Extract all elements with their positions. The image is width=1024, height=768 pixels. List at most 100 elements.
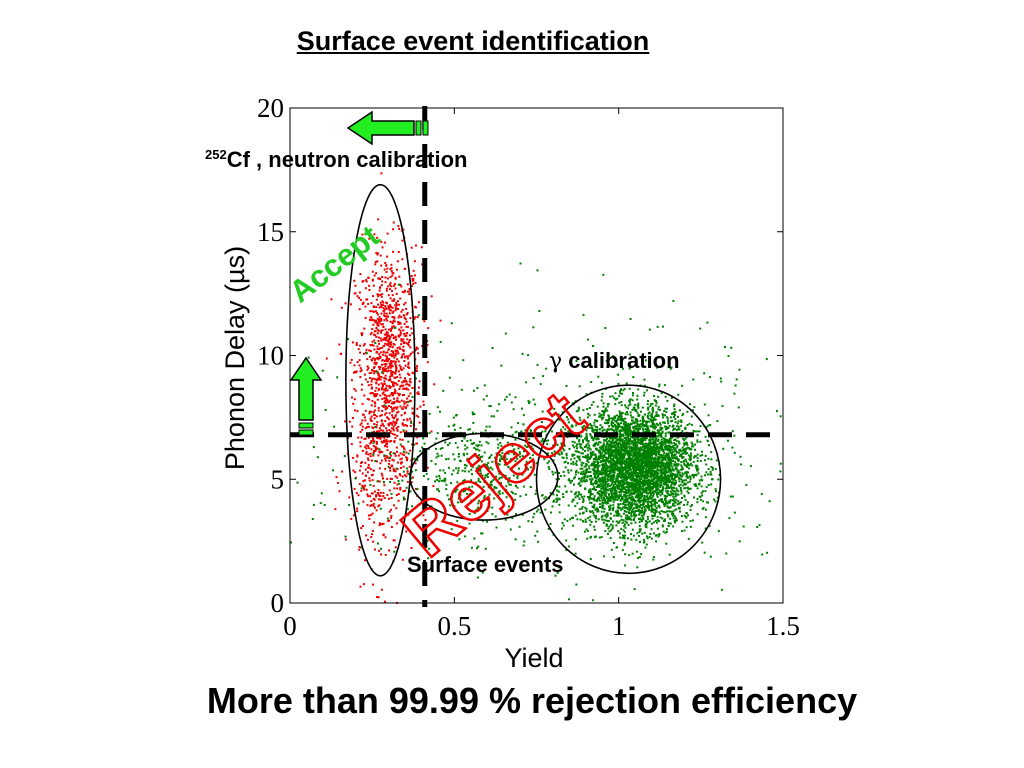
data-point <box>410 481 413 484</box>
data-point <box>390 263 393 266</box>
data-point <box>613 514 616 517</box>
data-point <box>358 546 361 548</box>
data-point <box>701 507 704 510</box>
data-point <box>661 471 664 474</box>
data-point <box>627 453 630 456</box>
data-point <box>600 516 603 519</box>
data-point <box>603 518 606 521</box>
data-point <box>689 403 691 406</box>
data-point <box>659 429 662 431</box>
data-point <box>615 459 618 462</box>
data-point <box>610 492 613 495</box>
data-point <box>354 292 357 295</box>
data-point <box>631 463 634 466</box>
data-point <box>380 419 383 422</box>
data-point <box>658 499 661 502</box>
data-point <box>562 493 565 496</box>
data-point <box>578 440 581 443</box>
data-point <box>643 460 646 463</box>
data-point <box>668 501 671 504</box>
data-point <box>636 420 639 423</box>
data-point <box>394 277 397 280</box>
data-point <box>606 441 609 444</box>
data-point <box>388 384 391 387</box>
data-point <box>388 489 391 492</box>
data-point <box>664 435 667 438</box>
data-point <box>711 466 714 469</box>
data-point <box>378 321 381 324</box>
data-point <box>632 439 635 442</box>
data-point <box>421 345 424 347</box>
data-point <box>669 494 672 497</box>
data-point <box>600 492 603 495</box>
data-point <box>368 372 371 375</box>
data-point <box>622 428 625 431</box>
series-1-points <box>290 262 782 602</box>
data-point <box>382 350 385 353</box>
data-point <box>624 494 627 497</box>
data-point <box>381 246 384 249</box>
data-point <box>391 299 394 302</box>
data-point <box>662 437 665 440</box>
data-point <box>651 478 654 481</box>
data-point <box>364 243 367 245</box>
data-point <box>387 369 390 372</box>
data-point <box>661 421 664 424</box>
data-point <box>370 420 373 422</box>
data-point <box>362 485 365 488</box>
data-point <box>358 291 361 294</box>
data-point <box>325 357 328 360</box>
data-point <box>379 378 382 381</box>
data-point <box>408 290 410 293</box>
data-point <box>615 455 617 458</box>
data-point <box>618 424 621 427</box>
data-point <box>678 507 681 510</box>
data-point <box>647 417 650 420</box>
data-point <box>585 528 588 531</box>
data-point <box>534 403 537 406</box>
data-point <box>695 484 698 487</box>
data-point <box>620 413 623 416</box>
data-point <box>364 474 367 477</box>
data-point <box>393 356 396 359</box>
data-point <box>710 451 713 454</box>
data-point <box>660 434 662 437</box>
data-point <box>389 335 392 338</box>
data-point <box>397 370 400 373</box>
data-point <box>698 479 701 482</box>
data-point <box>383 344 386 347</box>
data-point <box>398 227 401 230</box>
data-point <box>622 506 625 509</box>
data-point <box>344 420 347 423</box>
data-point <box>635 443 638 446</box>
data-point <box>631 436 634 439</box>
data-point <box>621 497 624 500</box>
data-point <box>366 358 369 361</box>
data-point <box>372 369 375 372</box>
data-point <box>594 474 597 477</box>
data-point <box>394 546 397 549</box>
data-point <box>589 510 592 513</box>
data-point <box>404 267 407 270</box>
data-point <box>380 429 383 432</box>
data-point <box>400 316 403 319</box>
data-point <box>660 481 663 484</box>
data-point <box>394 470 397 473</box>
data-point <box>596 468 599 471</box>
data-point <box>634 500 636 502</box>
data-point <box>646 495 649 498</box>
data-point <box>690 448 693 451</box>
data-point <box>696 501 699 504</box>
data-point <box>616 513 619 516</box>
data-point <box>602 405 605 408</box>
data-point <box>684 458 687 461</box>
data-point <box>376 596 379 598</box>
data-point <box>418 386 420 389</box>
data-point <box>416 392 419 395</box>
data-point <box>395 446 398 449</box>
data-point <box>635 458 638 460</box>
data-point <box>385 395 388 398</box>
data-point <box>681 520 684 523</box>
data-point <box>594 457 597 459</box>
data-point <box>634 438 636 441</box>
